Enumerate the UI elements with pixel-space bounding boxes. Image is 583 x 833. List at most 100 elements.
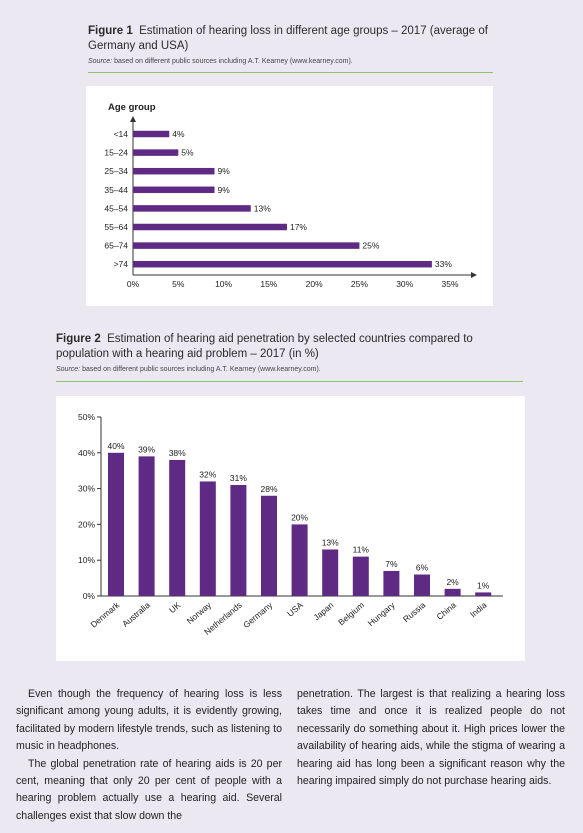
x-tick-label: 25% — [351, 279, 368, 289]
data-label: 38% — [169, 448, 186, 458]
figure2-rule — [56, 381, 523, 382]
data-label: 31% — [230, 473, 247, 483]
body-column-right: penetration. The largest is that realizi… — [297, 686, 565, 790]
bar — [383, 570, 400, 596]
x-tick-label: Hungary — [366, 599, 398, 628]
figure2-panel: 0% 10% 20% 30% 40% 50% 40% Denmark 39% Australia 3… — [56, 396, 525, 661]
bar — [199, 481, 216, 596]
y-tick-label: 35–44 — [104, 185, 128, 195]
x-tick-label: Japan — [311, 600, 335, 623]
data-label: 40% — [107, 441, 124, 451]
data-label: 11% — [353, 545, 370, 555]
x-tick-label: Russia — [401, 600, 428, 625]
bar — [169, 459, 186, 596]
y-tick-label: 55–64 — [104, 222, 128, 232]
bar — [133, 242, 360, 249]
bar — [261, 495, 277, 596]
data-label: 32% — [199, 469, 216, 479]
figure2-header: Figure 2 Estimation of hearing aid penet… — [56, 332, 486, 375]
x-tick-label: Denmark — [88, 599, 121, 629]
figure2-source-label: Source: — [56, 366, 81, 373]
x-axis-arrow — [471, 272, 477, 278]
data-label: 25% — [362, 241, 379, 251]
country-penetration-bar-chart: 0% 10% 20% 30% 40% 50% 40% Denmark 39% Australia 3… — [78, 412, 503, 637]
data-label: 4% — [172, 129, 185, 139]
bar — [291, 524, 308, 596]
x-tick-label: 35% — [441, 279, 458, 289]
x-tick-label: 15% — [260, 279, 277, 289]
data-label: 9% — [218, 166, 231, 176]
y-tick-label: >74 — [114, 259, 129, 269]
x-tick-label: 30% — [396, 279, 413, 289]
x-tick-label: UK — [167, 600, 183, 615]
bar — [322, 549, 339, 596]
body-column-left: Even though the frequency of hearing los… — [16, 686, 282, 825]
x-tick-label: China — [434, 600, 458, 622]
bar — [475, 592, 492, 596]
figure1-source: Source: based on different public source… — [88, 57, 498, 67]
data-label: 28% — [260, 484, 277, 494]
x-tick-label: Australia — [120, 600, 152, 629]
figure1-header: Figure 1 Estimation of hearing loss in d… — [88, 24, 498, 67]
y-tick-label: 0% — [83, 591, 96, 601]
bar — [133, 130, 170, 138]
y-tick-label: 30% — [78, 484, 95, 494]
y-tick-label: 10% — [78, 555, 95, 565]
bar — [133, 186, 215, 194]
y-axis-arrow — [130, 116, 136, 122]
x-tick-label: India — [468, 600, 489, 620]
bar — [133, 167, 215, 175]
bar — [352, 556, 369, 596]
body-paragraph: Even though the frequency of hearing los… — [16, 688, 282, 753]
y-tick-label: 20% — [78, 519, 95, 529]
figure1-label: Figure 1 — [88, 25, 133, 37]
x-tick-label: USA — [285, 600, 305, 619]
bar — [133, 260, 432, 268]
bar — [133, 205, 251, 212]
body-paragraph: The global penetration rate of hearing a… — [16, 757, 282, 822]
bar — [108, 452, 124, 596]
figure1-title-text: Estimation of hearing loss in different … — [88, 25, 488, 52]
figure2-title: Figure 2 Estimation of hearing aid penet… — [56, 332, 486, 362]
figure2-title-text: Estimation of hearing aid penetration by… — [56, 333, 473, 360]
bar — [230, 485, 247, 596]
figure1-title: Figure 1 Estimation of hearing loss in d… — [88, 24, 498, 54]
x-tick-label: Germany — [241, 599, 275, 630]
data-label: 39% — [138, 444, 155, 454]
figure2-source: Source: based on different public source… — [56, 365, 486, 375]
x-tick-label: Belgium — [336, 600, 366, 627]
data-label: 7% — [385, 559, 398, 569]
data-label: 6% — [416, 563, 429, 573]
bar — [444, 588, 461, 596]
bar — [133, 223, 287, 231]
y-tick-label: <14 — [114, 129, 129, 139]
x-tick-label: 10% — [215, 279, 232, 289]
y-tick-label: 25–34 — [104, 166, 128, 176]
data-label: 2% — [446, 577, 459, 587]
data-label: 9% — [218, 185, 231, 195]
figure2-label: Figure 2 — [56, 333, 101, 345]
figure2-source-text: based on different public sources includ… — [82, 366, 321, 373]
data-label: 17% — [290, 222, 307, 232]
bar — [414, 574, 430, 596]
x-tick-label: 20% — [306, 279, 323, 289]
data-label: 1% — [477, 580, 490, 590]
data-label: 13% — [322, 537, 339, 547]
data-label: 20% — [291, 512, 308, 522]
y-tick-label: 50% — [78, 412, 95, 422]
figure1-rule — [88, 72, 493, 73]
bar — [133, 149, 179, 156]
y-tick-label: 15–24 — [104, 148, 128, 158]
data-label: 33% — [435, 259, 452, 269]
body-paragraph: penetration. The largest is that realizi… — [297, 688, 565, 788]
age-group-bar-chart: Age group <14 4% 15–24 5% 25–34 9% 35–44 9% 45–54… — [104, 102, 477, 289]
bar — [138, 456, 155, 596]
figure1-source-text: based on different public sources includ… — [114, 58, 353, 65]
y-tick-label: 40% — [78, 448, 95, 458]
y-tick-label: 65–74 — [104, 241, 128, 251]
y-axis-title: Age group — [108, 102, 156, 113]
figure1-source-label: Source: — [88, 58, 113, 65]
x-tick-label: 5% — [172, 279, 185, 289]
y-tick-label: 45–54 — [104, 203, 128, 213]
figure1-panel: Age group <14 4% 15–24 5% 25–34 9% 35–44 9% 45–54… — [86, 86, 493, 306]
